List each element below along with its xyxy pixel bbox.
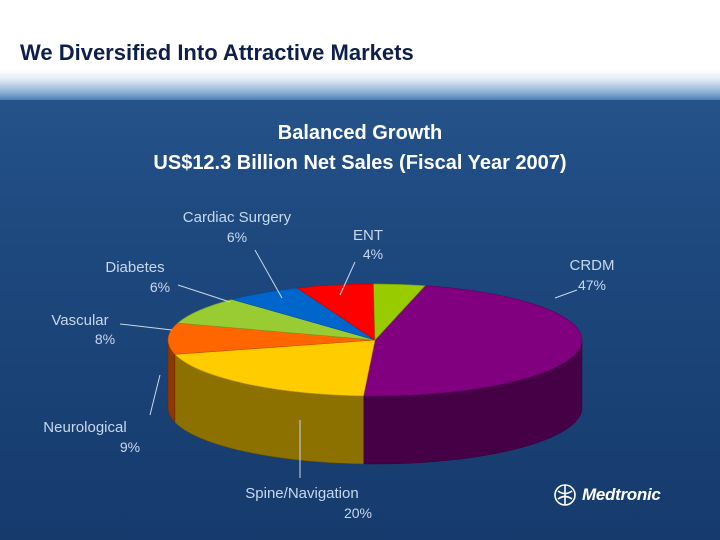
pie-slice-neurological [167, 322, 376, 355]
leader-line-neurological [149, 374, 161, 416]
slice-value-cardiac-surgery: 6% [227, 229, 247, 245]
chart-title: Balanced Growth [277, 122, 443, 144]
medtronic-logo-text: Medtronic [582, 485, 661, 504]
chart-subtitle: US$12.3 Billion Net Sales (Fiscal Year 2… [153, 152, 567, 174]
leader-line-crdm [554, 289, 578, 299]
slice-value-spine-navigation: 20% [344, 505, 372, 521]
slide-title: We Diversified Into Attractive Markets [20, 40, 414, 65]
leader-line-diabetes [177, 284, 231, 303]
medtronic-logo-icon [554, 484, 576, 506]
leader-line-cardiac-surgery [254, 249, 283, 299]
pie-top [167, 283, 583, 397]
slice-label-crdm: CRDM [570, 257, 615, 274]
header-bar: We Diversified Into Attractive Markets [0, 0, 720, 100]
pie-slice-spine-navigation [174, 339, 376, 397]
slice-value-neurological: 9% [120, 439, 140, 455]
slice-label-vascular: Vascular [51, 312, 108, 329]
slice-label-neurological: Neurological [43, 419, 126, 436]
leader-line-ent [339, 261, 356, 296]
pie-slice-vascular [176, 299, 376, 341]
slice-label-spine-navigation: Spine/Navigation [245, 485, 358, 502]
slice-label-diabetes: Diabetes [105, 259, 164, 276]
slice-value-crdm: 47% [578, 277, 606, 293]
pie-labels: CRDM 47% Spine/Navigation 20% Neurological 9%… [43, 209, 614, 521]
slice-value-ent: 4% [363, 246, 383, 262]
leader-line-vascular [119, 323, 173, 331]
pie-side-walls [167, 339, 583, 465]
pie-slice-ent [373, 283, 426, 341]
medtronic-logo: Medtronic [552, 480, 661, 510]
slice-label-cardiac-surgery: Cardiac Surgery [183, 209, 292, 226]
slice-label-ent: ENT [353, 227, 383, 244]
slice-value-diabetes: 6% [150, 279, 170, 295]
slice-value-vascular: 8% [95, 331, 115, 347]
pie-slice-crdm [363, 285, 583, 397]
